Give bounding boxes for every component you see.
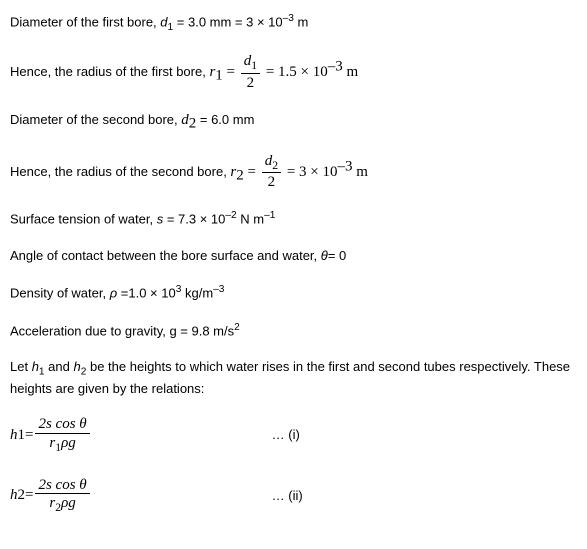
num-sub: 2 [272, 159, 278, 172]
text: = 7.3 × 10 [163, 212, 225, 227]
lhs-sub: 2 [18, 485, 26, 506]
fraction: 2s cos θ r2ρg [35, 477, 89, 516]
eq: = [244, 163, 260, 179]
unit: N m [237, 212, 264, 227]
line-r2: Hence, the radius of the second bore, r2… [10, 153, 577, 192]
text: Surface tension of water, [10, 212, 157, 227]
exp2: –1 [264, 210, 275, 221]
text: be the heights to which water rises in t… [10, 359, 570, 396]
line-rho: Density of water, ρ =1.0 × 103 kg/m–3 [10, 283, 577, 303]
line-g: Acceleration due to gravity, g = 9.8 m/s… [10, 321, 577, 341]
var: h [32, 359, 39, 374]
text: Hence, the radius of the first bore, [10, 64, 209, 79]
lhs-sub: 1 [18, 425, 26, 446]
eq: = [223, 64, 239, 80]
var: θ [321, 248, 328, 263]
exp: –3 [328, 59, 343, 75]
unit: kg/m [181, 285, 213, 300]
var: d [160, 14, 167, 29]
text: Let [10, 359, 32, 374]
var: d [181, 112, 189, 128]
text: = 3.0 mm = 3 × 10 [173, 14, 282, 29]
exp: –2 [225, 210, 236, 221]
line-heights: Let h1 and h2 be the heights to which wa… [10, 358, 577, 398]
unit: m [343, 64, 358, 80]
equation-h1: h1 = 2s cos θ r1ρg … (i) [10, 416, 577, 455]
text: m [294, 14, 308, 29]
var: ρ [110, 285, 121, 300]
line-r1: Hence, the radius of the first bore, r1 … [10, 53, 577, 92]
text: Diameter of the first bore, [10, 14, 160, 29]
eq-tag: … (ii) [272, 487, 303, 505]
unit: m [353, 163, 368, 179]
sub: 1 [215, 68, 223, 84]
text: Angle of contact between the bore surfac… [10, 248, 321, 263]
den-rest: ρg [61, 495, 76, 511]
lhs-var: h [10, 485, 18, 506]
num-sub: 1 [251, 59, 257, 72]
after: = 1.5 × 10 [262, 64, 328, 80]
text: = 0 [328, 248, 346, 263]
exp: 2 [234, 322, 240, 333]
sub: 2 [236, 167, 244, 183]
text: = 6.0 mm [196, 112, 254, 127]
equation-h2: h2 = 2s cos θ r2ρg … (ii) [10, 477, 577, 516]
numerator: 2s cos θ [35, 416, 89, 434]
exp: –3 [283, 13, 294, 24]
exp: –3 [338, 158, 353, 174]
text: Density of water, [10, 285, 110, 300]
line-d2: Diameter of the second bore, d2 = 6.0 mm [10, 110, 577, 135]
text: and [45, 359, 74, 374]
text: Diameter of the second bore, [10, 112, 181, 127]
text: Hence, the radius of the second bore, [10, 163, 230, 178]
exp2: –3 [213, 284, 224, 295]
den: 2 [241, 74, 260, 92]
fraction: d12 [241, 53, 260, 92]
den-rest: ρg [61, 435, 76, 451]
line-theta: Angle of contact between the bore surfac… [10, 247, 577, 265]
eq: = [25, 485, 33, 506]
fraction: 2s cos θ r1ρg [35, 416, 89, 455]
line-s: Surface tension of water, s = 7.3 × 10–2… [10, 209, 577, 229]
text: =1.0 × 10 [121, 285, 176, 300]
den: 2 [262, 173, 281, 191]
lhs-var: h [10, 425, 18, 446]
text: Acceleration due to gravity, g = 9.8 m/s [10, 323, 234, 338]
numerator: 2s cos θ [35, 477, 89, 495]
eq-tag: … (i) [272, 426, 300, 444]
var: h [73, 359, 80, 374]
fraction: d22 [262, 153, 281, 192]
eq: = [25, 425, 33, 446]
after: = 3 × 10 [283, 163, 337, 179]
line-d1: Diameter of the first bore, d1 = 3.0 mm … [10, 12, 577, 35]
